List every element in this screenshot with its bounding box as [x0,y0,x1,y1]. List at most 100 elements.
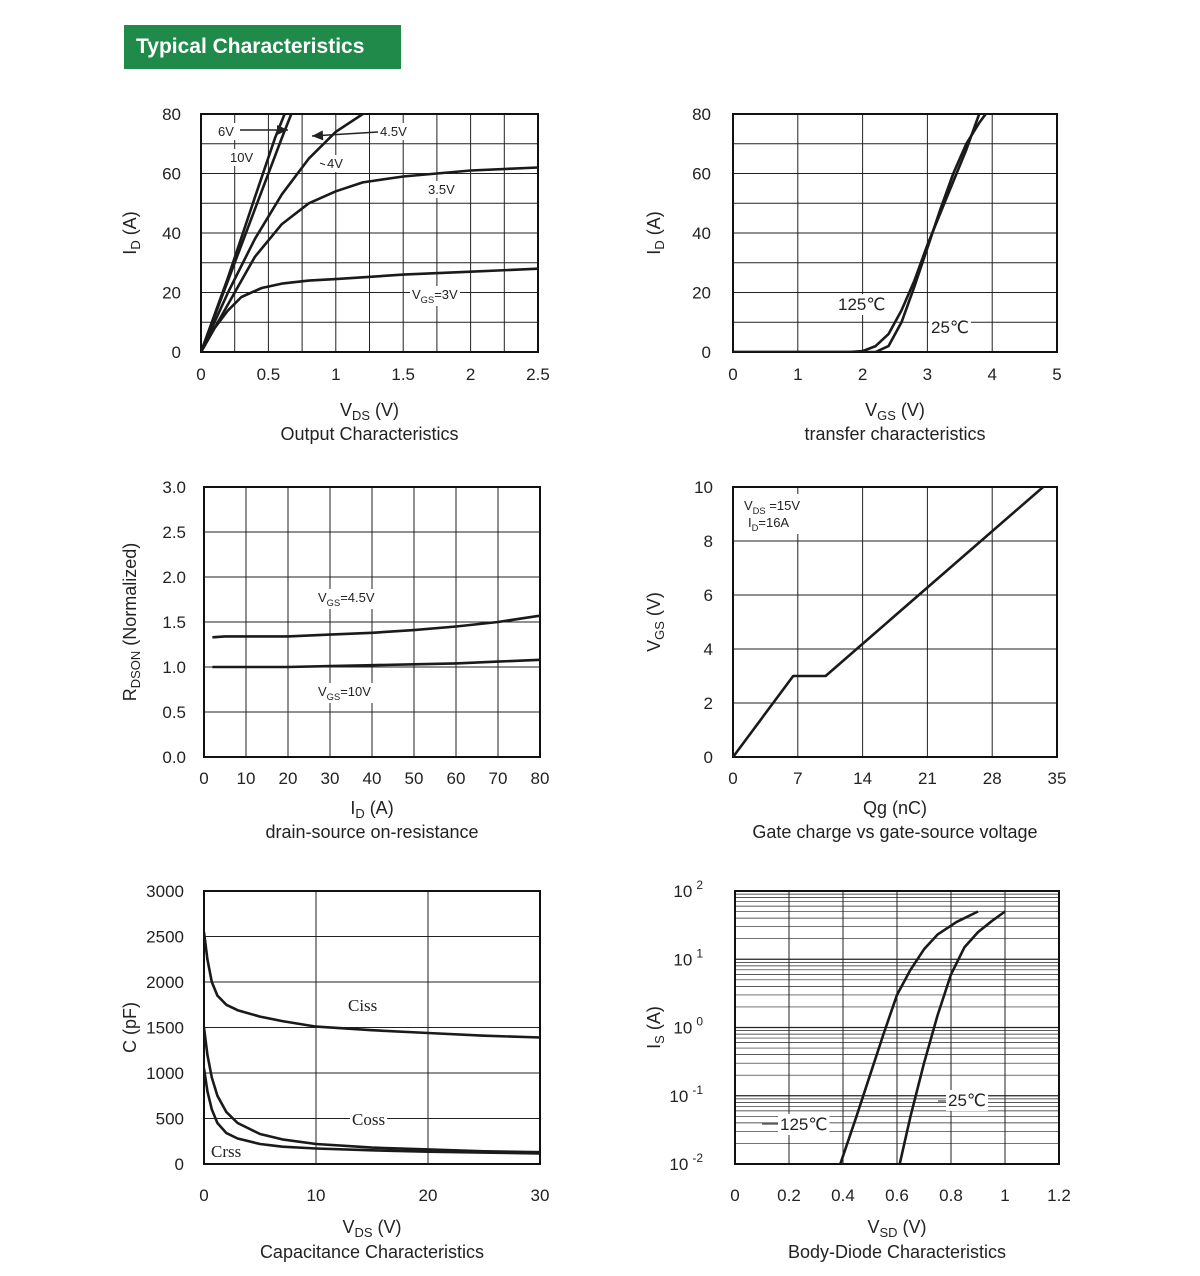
plot-frame [732,486,1058,758]
x-tick-label: 20 [279,769,298,788]
series-label-bg [410,286,461,306]
series-line-3-5v [403,166,538,178]
label-arrowhead [312,130,324,141]
x-tick-label: 7 [793,769,802,788]
series-label: 125℃ [838,295,885,314]
y-tick-label: 0 [704,748,713,767]
x-tick-label: 1.5 [391,365,415,384]
x-axis-label: VDS (V) [340,400,399,423]
chart-drain-source-on-resistance: 0 10 20 30 40 50 60 70 80 0.0 0.5 1.0 1.5 2.0 2.5 3.0 ID… [120,478,549,842]
series-line-ciss [204,931,540,1039]
series-line-4v [201,175,404,352]
x-tick-label: 0 [196,365,205,384]
x-tick-label: 4 [987,365,996,384]
y-tick-label: 2000 [146,973,184,992]
y-tick-label: 3000 [146,882,184,901]
series-label: 10V [230,150,253,165]
x-tick-label: 0 [199,769,208,788]
x-tick-label: 10 [237,769,256,788]
series-label: ID=16A [748,515,789,533]
x-tick-label: 14 [853,769,872,788]
y-tick-label: 2 [704,694,713,713]
series-label-bg [350,1109,388,1130]
series-label-bg [209,1141,244,1162]
chart-caption: Output Characteristics [280,424,458,444]
x-tick-label: 35 [1048,769,1067,788]
x-tick-label: 0.4 [831,1186,855,1205]
plot-frame [203,486,541,758]
series-label: 4V [327,156,343,171]
series-label-bg [216,123,237,140]
y-tick-label: 0.0 [162,748,186,767]
x-tick-label: 2 [466,365,475,384]
x-tick-label: 1 [331,365,340,384]
series-label-bg [426,181,458,198]
series-label-bg [316,589,377,609]
series-line-crss [204,1068,540,1155]
series-label-bg [346,995,380,1016]
chart-caption: transfer characteristics [804,424,985,444]
y-tick-label: 0 [172,343,181,362]
y-tick-label: 1000 [146,1064,184,1083]
series-label-bg [325,155,346,172]
chart-caption: Body-Diode Characteristics [788,1242,1006,1262]
series-label: 3.5V [428,182,455,197]
x-tick-label: 0 [728,769,737,788]
series-label-bg [929,317,972,338]
x-tick-label: 0 [199,1186,208,1205]
y-tick-label: 10 2 [673,878,703,901]
series-line-25- [898,910,1006,1164]
series-label-bg [836,294,888,315]
y-tick-label: 40 [162,224,181,243]
y-axis-label: VGS (V) [644,592,667,652]
y-axis-label: ID (A) [120,211,143,254]
series-label: VGS=4.5V [318,590,375,608]
y-axis-label: IS (A) [644,1006,667,1049]
x-tick-label: 0 [730,1186,739,1205]
y-tick-label: 0 [702,343,711,362]
x-tick-label: 50 [405,769,424,788]
chart-caption: Capacitance Characteristics [260,1242,484,1262]
x-tick-label: 1 [793,365,802,384]
y-tick-label: 10 1 [673,946,703,969]
y-tick-label: 1500 [146,1019,184,1038]
y-tick-label: 10 -1 [669,1083,703,1106]
x-tick-label: 28 [983,769,1002,788]
y-tick-label: 2.0 [162,568,186,587]
chart-caption: drain-source on-resistance [265,822,478,842]
plot-frame [734,890,1060,1165]
series-label: 6V [218,124,234,139]
y-tick-label: 4 [704,640,713,659]
series-label-bg [378,123,410,140]
y-tick-label: 60 [162,165,181,184]
series-line-25- [733,114,987,352]
series-label-bg [946,1090,989,1111]
x-axis-label: VDS (V) [342,1217,401,1240]
series-label: Ciss [348,996,377,1015]
series-line-vgs-3v [201,267,538,352]
x-tick-label: 0.8 [939,1186,963,1205]
x-tick-label: 1 [1000,1186,1009,1205]
y-tick-label: 40 [692,224,711,243]
y-tick-label: 60 [692,165,711,184]
series-line-vgs-10v [212,658,540,669]
series-label-bg [316,683,374,703]
series-label: 25℃ [931,318,969,337]
series-label: VGS=10V [318,684,371,702]
y-tick-label: 10 0 [673,1015,703,1038]
chart-gate-charge: 0 7 14 21 28 35 0 2 4 6 8 10 Qg (nC) VGS (V) Gate char… [644,478,1066,842]
grid [732,113,1058,353]
x-tick-label: 60 [447,769,466,788]
chart-output-characteristics: 0 0.5 1 1.5 2 2.5 0 20 40 60 80 VDS (V) ID (A) Output… [120,105,550,444]
series-line-vgs [733,487,1044,757]
y-tick-label: 1.0 [162,658,186,677]
y-tick-label: 20 [162,284,181,303]
y-tick-label: 0.5 [162,703,186,722]
y-tick-label: 0 [175,1155,184,1174]
x-tick-label: 80 [531,769,550,788]
x-tick-label: 40 [363,769,382,788]
x-tick-label: 3 [923,365,932,384]
series-label: VDS =15V [744,498,800,516]
x-tick-label: 0 [728,365,737,384]
y-tick-label: 10 -2 [669,1151,703,1174]
